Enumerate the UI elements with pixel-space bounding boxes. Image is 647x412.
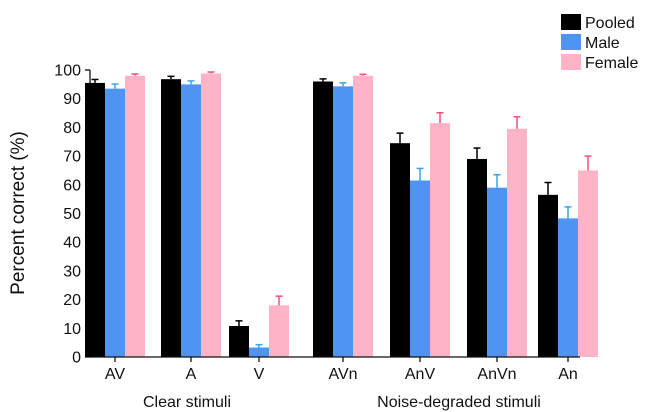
x-tick-label: AVn bbox=[328, 366, 357, 383]
bar-female-anvn bbox=[507, 128, 527, 357]
bar-series bbox=[85, 71, 598, 358]
bar-pooled-an bbox=[538, 194, 558, 357]
bar-female-v bbox=[269, 305, 289, 357]
y-tick-label: 100 bbox=[54, 63, 81, 80]
bar-male-av bbox=[105, 88, 125, 357]
y-tick-label: 0 bbox=[72, 350, 81, 367]
legend-label: Pooled bbox=[585, 15, 635, 32]
bar-male-anv bbox=[410, 180, 430, 357]
bar-pooled-anv bbox=[390, 143, 410, 357]
legend-swatch-female bbox=[561, 54, 581, 70]
y-tick-label: 80 bbox=[63, 120, 81, 137]
x-tick-label: AV bbox=[105, 366, 125, 383]
bar-male-anvn bbox=[487, 187, 507, 357]
legend-label: Female bbox=[585, 55, 638, 72]
y-axis-title: Percent correct (%) bbox=[8, 131, 29, 295]
bar-female-a bbox=[201, 73, 221, 357]
x-tick-label: AnVn bbox=[477, 366, 516, 383]
y-tick-label: 10 bbox=[63, 321, 81, 338]
bar-female-av bbox=[125, 75, 145, 358]
y-tick-label: 20 bbox=[63, 292, 81, 309]
x-tick-label: An bbox=[558, 366, 578, 383]
bar-male-a bbox=[181, 84, 201, 357]
bar-pooled-a bbox=[161, 79, 181, 358]
bar-pooled-avn bbox=[313, 81, 333, 357]
bar-pooled-anvn bbox=[467, 158, 487, 357]
bar-female-anv bbox=[430, 123, 450, 357]
y-tick-label: 40 bbox=[63, 235, 81, 252]
y-tick-label: 60 bbox=[63, 177, 81, 194]
bar-female-an bbox=[578, 170, 598, 357]
x-tick-label: V bbox=[254, 366, 265, 383]
legend-label: Male bbox=[585, 35, 620, 52]
chart-legend: Pooled Male Female bbox=[561, 14, 638, 72]
legend-swatch-pooled bbox=[561, 14, 581, 30]
y-axis: 0 10 20 30 40 50 60 70 80 90 100 bbox=[54, 63, 91, 367]
bar-pooled-av bbox=[85, 82, 105, 357]
group-label: Noise-degraded stimuli bbox=[377, 394, 541, 411]
bar-male-v bbox=[249, 347, 269, 357]
bar-male-avn bbox=[333, 86, 353, 357]
group-label: Clear stimuli bbox=[143, 394, 231, 411]
bar-male-an bbox=[558, 218, 578, 357]
y-tick-label: 70 bbox=[63, 149, 81, 166]
y-tick-label: 90 bbox=[63, 91, 81, 108]
bar-pooled-v bbox=[229, 326, 249, 357]
x-tick-label: AnV bbox=[405, 366, 436, 383]
legend-swatch-male bbox=[561, 34, 581, 50]
y-tick-label: 50 bbox=[63, 206, 81, 223]
bar-female-avn bbox=[353, 75, 373, 358]
x-tick-label: A bbox=[186, 366, 197, 383]
y-tick-label: 30 bbox=[63, 263, 81, 280]
